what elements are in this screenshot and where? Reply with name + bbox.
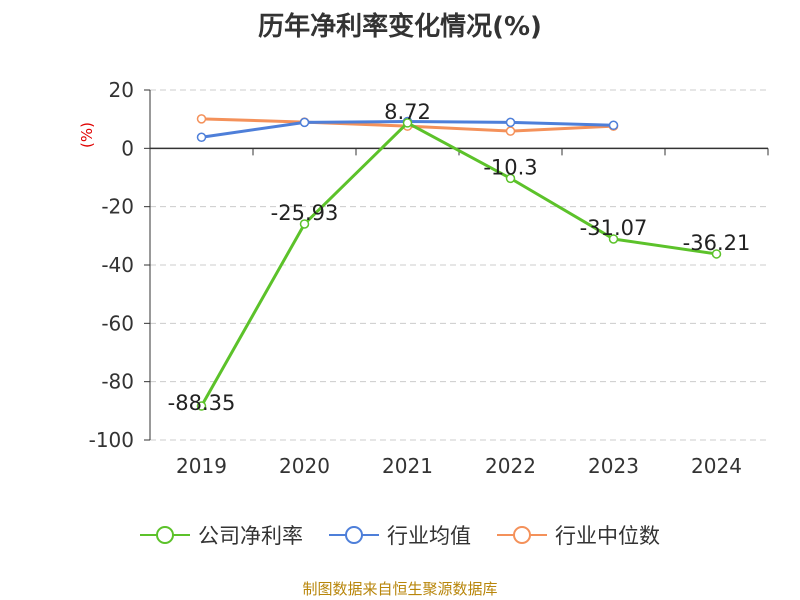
data-label: -25.93 [271, 201, 339, 225]
legend-swatch-industry-mean [329, 526, 379, 544]
data-label: -10.3 [483, 155, 537, 179]
series-point-0 [402, 118, 413, 128]
series-line-0 [200, 121, 717, 407]
legend-label-industry-mean: 行业均值 [387, 524, 471, 548]
data-source: 制图数据来自恒生聚源数据库 [302, 580, 498, 598]
legend-swatch-company [140, 526, 190, 544]
x-tick-label: 2019 [176, 454, 227, 478]
x-tick-label: 2023 [588, 454, 639, 478]
legend: 公司净利率 行业均值 行业中位数 [0, 520, 800, 550]
y-tick-label: 0 [121, 136, 134, 160]
y-tick-label: -100 [89, 428, 134, 452]
data-label: -88.35 [168, 391, 236, 415]
chart-title: 历年净利率变化情况(%) [258, 12, 542, 42]
series-point-0 [608, 234, 619, 244]
series-point-1 [299, 117, 310, 128]
data-label: -36.21 [683, 231, 751, 255]
series-point-0 [505, 173, 516, 184]
y-tick-label: -40 [101, 253, 134, 277]
data-label: 8.72 [384, 100, 431, 124]
legend-item-industry-median[interactable]: 行业中位数 [497, 520, 660, 550]
y-tick-label: -20 [101, 195, 134, 219]
legend-label-industry-median: 行业中位数 [555, 524, 660, 548]
series-point-1 [505, 117, 516, 128]
y-tick-label: -80 [101, 370, 134, 394]
x-tick-label: 2020 [279, 454, 330, 478]
x-tick-label: 2024 [691, 454, 742, 478]
data-label: -31.07 [580, 216, 648, 240]
series-point-0 [196, 401, 207, 411]
legend-label-company: 公司净利率 [198, 524, 303, 548]
legend-item-company[interactable]: 公司净利率 [140, 520, 303, 550]
series-point-0 [711, 249, 722, 259]
x-tick-label: 2021 [382, 454, 433, 478]
x-tick-label: 2022 [485, 454, 536, 478]
y-tick-label: 20 [109, 78, 134, 102]
series-point-1 [608, 120, 619, 131]
series-point-2 [196, 114, 207, 124]
line-chart: 20 0 -20 -40 -60 -80 -100 2019 2020 2021 2022 2023 2… [89, 78, 769, 478]
legend-swatch-industry-median [497, 526, 547, 544]
series-point-1 [196, 132, 207, 142]
series-point-2 [505, 126, 516, 136]
series-point-0 [299, 219, 310, 229]
y-tick-label: -60 [101, 311, 134, 335]
legend-item-industry-mean[interactable]: 行业均值 [329, 520, 471, 550]
